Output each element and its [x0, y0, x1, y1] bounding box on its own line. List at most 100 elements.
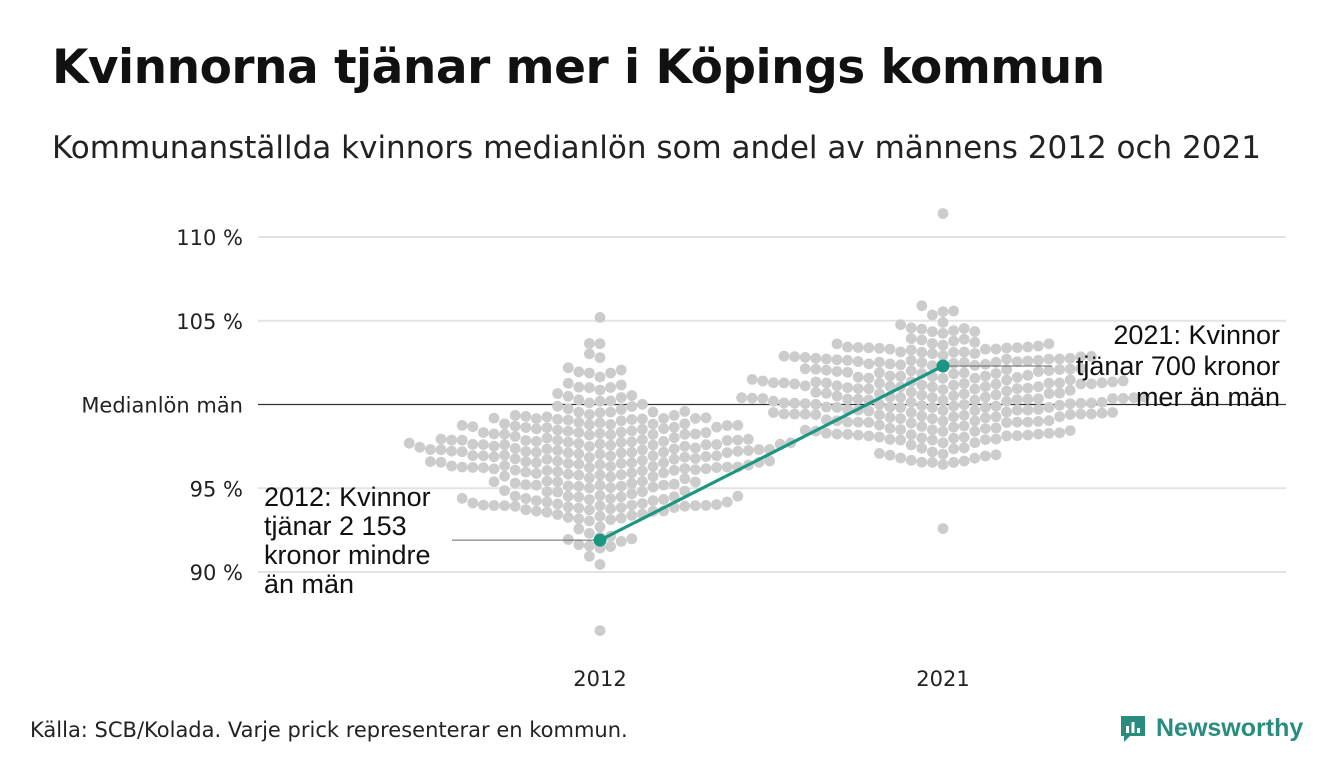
- swarm-dot: [778, 397, 790, 409]
- swarm-dot: [958, 455, 970, 467]
- swarm-dot: [948, 346, 959, 358]
- swarm-dot: [721, 435, 733, 446]
- swarm-dot: [658, 423, 669, 435]
- swarm-dot: [1054, 377, 1065, 389]
- swarm-dot: [668, 453, 680, 465]
- swarm-dot: [637, 486, 648, 498]
- x-tick-label: 2012: [573, 667, 626, 691]
- swarm-dot: [1054, 399, 1065, 411]
- swarm-dot: [711, 462, 722, 473]
- swarm-dot: [1086, 408, 1097, 420]
- swarm-dot: [668, 443, 680, 455]
- swarm-dot: [478, 462, 489, 474]
- swarm-dot: [594, 417, 606, 429]
- swarm-dot: [948, 411, 959, 423]
- swarm-dot: [605, 541, 616, 552]
- swarm-dot: [594, 407, 606, 418]
- swarm-dot: [1054, 364, 1065, 375]
- swarm-dot: [594, 312, 606, 323]
- swarm-dot: [456, 492, 468, 504]
- swarm-dot: [615, 536, 627, 547]
- swarm-dot: [1064, 425, 1076, 436]
- swarm-dot: [562, 362, 574, 374]
- swarm-dot: [573, 502, 585, 514]
- swarm-dot: [615, 512, 627, 524]
- swarm-dot: [1064, 409, 1076, 420]
- swarm-dot: [863, 372, 875, 384]
- swarm-dot: [937, 384, 949, 395]
- swarm-dot: [584, 382, 595, 394]
- swarm-dot: [531, 495, 542, 506]
- swarm-dot: [969, 383, 981, 395]
- swarm-dot: [584, 482, 595, 494]
- swarm-dot: [562, 425, 574, 437]
- swarm-dot: [467, 450, 479, 461]
- swarm-dot: [1011, 404, 1023, 416]
- swarm-dot: [541, 486, 553, 498]
- swarm-dot: [746, 392, 758, 404]
- swarm-dot: [573, 438, 585, 449]
- swarm-dot: [605, 419, 616, 430]
- annotation-2012-line: 2012: Kvinnor: [264, 482, 431, 512]
- swarm-dot: [584, 429, 595, 441]
- swarm-dot: [690, 442, 701, 454]
- swarm-dot: [594, 352, 606, 363]
- swarm-dot: [509, 477, 521, 489]
- swarm-dot: [573, 381, 585, 393]
- swarm-dot: [711, 499, 722, 510]
- annotation-2021-line: tjänar 700 kronor: [1076, 351, 1280, 381]
- swarm-dot: [884, 412, 896, 423]
- highlight-line: [599, 364, 944, 542]
- swarm-dot: [509, 420, 521, 432]
- swarm-dot: [852, 383, 864, 394]
- swarm-dot: [937, 208, 949, 219]
- swarm-dot: [711, 439, 722, 450]
- swarm-dot: [562, 468, 574, 480]
- swarm-dot: [626, 510, 638, 521]
- swarm-dot: [927, 392, 938, 403]
- swarm-dot: [884, 380, 896, 392]
- swarm-dot: [700, 463, 712, 475]
- swarm-dot: [647, 418, 659, 430]
- swarm-dot: [980, 358, 991, 370]
- swarm-dot: [821, 364, 832, 376]
- swarm-dot: [658, 446, 669, 458]
- swarm-dot: [520, 435, 532, 446]
- swarm-dot: [721, 461, 733, 473]
- swarm-dot: [958, 378, 970, 389]
- swarm-dot: [594, 559, 606, 570]
- swarm-dot: [446, 445, 457, 457]
- swarm-dot: [1075, 378, 1087, 390]
- swarm-dot: [916, 410, 928, 422]
- swarm-dot: [456, 434, 468, 446]
- swarm-dot: [626, 477, 638, 489]
- brand-logo[interactable]: Newsworthy: [1118, 713, 1303, 743]
- swarm-dot: [980, 381, 991, 393]
- swarm-dot: [615, 379, 627, 391]
- swarm-dot: [1086, 397, 1097, 409]
- swarm-dot: [679, 463, 691, 474]
- swarm-dot: [1001, 385, 1012, 397]
- swarm-dot: [488, 440, 500, 452]
- swarm-dot: [937, 437, 949, 449]
- swarm-dot: [884, 370, 896, 382]
- swarm-dot: [969, 326, 981, 337]
- swarm-dots: [403, 208, 1150, 636]
- swarm-dot: [520, 504, 532, 516]
- swarm-dot: [990, 400, 1002, 412]
- swarm-dot: [541, 496, 553, 508]
- swarm-dot: [520, 479, 532, 491]
- swarm-dot: [980, 434, 991, 445]
- y-tick-label: 90 %: [190, 561, 243, 585]
- swarm-dot: [1022, 369, 1034, 381]
- swarm-dot: [884, 434, 896, 445]
- swarm-dot: [594, 469, 606, 481]
- swarm-dot: [990, 422, 1002, 434]
- swarm-dot: [905, 454, 917, 466]
- swarm-dot: [690, 476, 701, 488]
- swarm-dot: [884, 358, 896, 370]
- swarm-dot: [927, 413, 938, 425]
- swarm-dot: [573, 523, 585, 535]
- swarm-dot: [679, 485, 691, 497]
- swarm-dot: [594, 500, 606, 512]
